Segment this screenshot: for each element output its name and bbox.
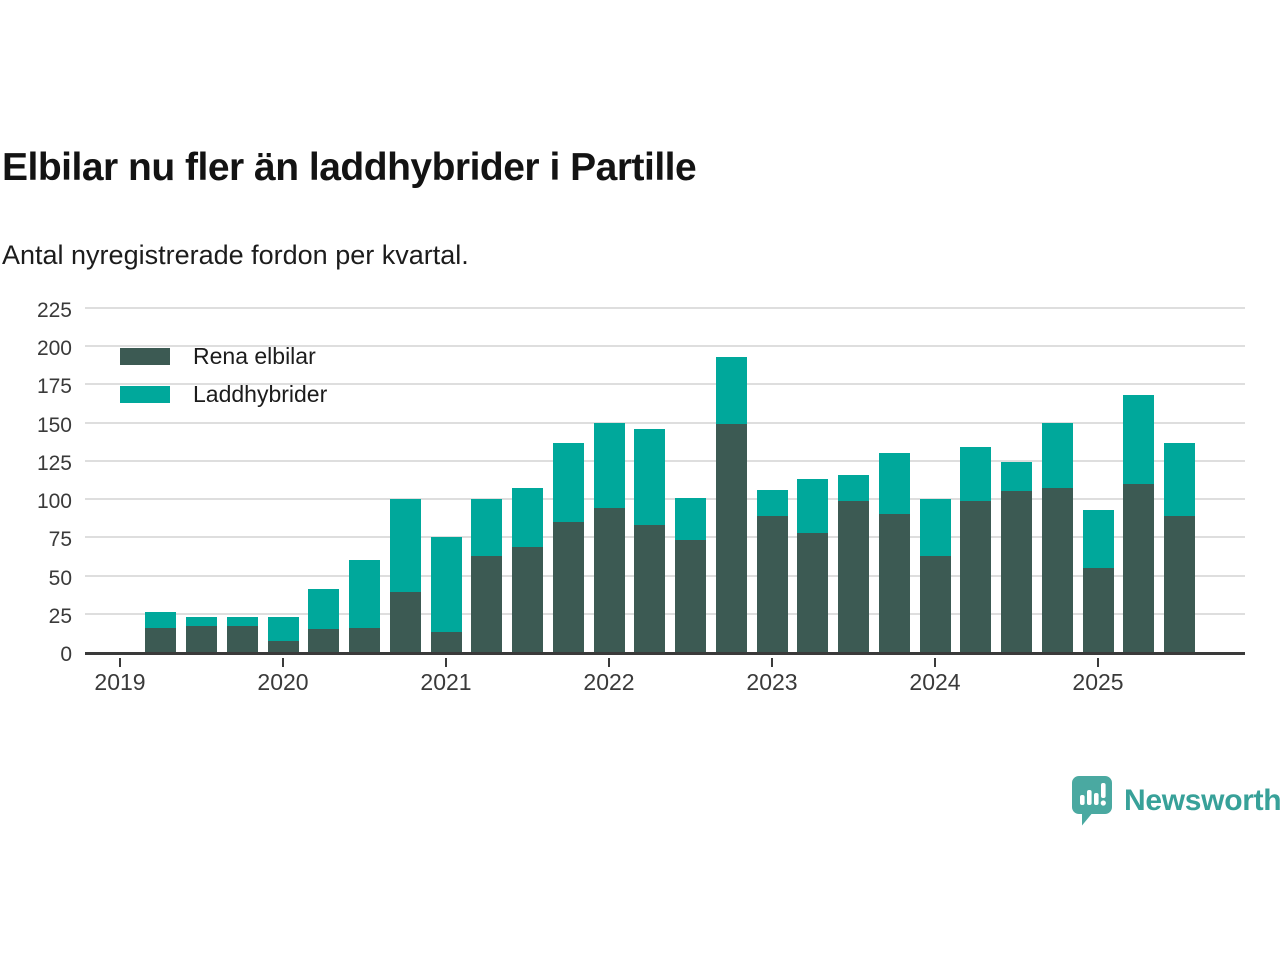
bar-2025-Q2-rena-elbilar (1123, 483, 1155, 652)
bar-2021-Q1-laddhybrider (430, 537, 462, 633)
bar-2022-Q3-rena-elbilar (675, 540, 706, 652)
bar-2024-Q3-laddhybrider (1001, 462, 1032, 492)
bar-2024-Q4-laddhybrider (1041, 422, 1073, 489)
bar-2023-Q2-rena-elbilar (797, 532, 829, 652)
bar-2022-Q1-laddhybrider (593, 422, 625, 509)
bar-2020-Q1-laddhybrider (267, 616, 299, 642)
legend-label-rena-elbilar: Rena elbilar (193, 342, 316, 369)
bar-2019-Q3-laddhybrider (186, 616, 217, 627)
bar-2019-Q2-laddhybrider (145, 612, 177, 628)
y-tick-label-225: 225 (36, 299, 72, 322)
chart-subtitle: Antal nyregistrerade fordon per kvartal. (2, 240, 469, 270)
newsworthy-logo-icon (1072, 776, 1112, 826)
bar-2023-Q3-laddhybrider (838, 474, 869, 501)
bar-2022-Q2-laddhybrider (634, 428, 666, 526)
x-tick-label-2024: 2024 (909, 669, 961, 695)
legend-swatch-rena-elbilar (120, 347, 170, 365)
x-tick-2020 (282, 658, 284, 667)
bar-2023-Q4-rena-elbilar (878, 514, 910, 652)
y-tick-label-175: 175 (36, 375, 72, 399)
legend: Rena elbilar Laddhybrider (120, 337, 327, 413)
bar-2024-Q1-laddhybrider (919, 499, 951, 556)
bar-2023-Q1-rena-elbilar (756, 515, 788, 652)
legend-swatch-laddhybrider (120, 385, 170, 403)
bar-2019-Q4-laddhybrider (226, 616, 258, 627)
bar-2025-Q1-laddhybrider (1082, 509, 1114, 568)
gridline-y-175 (85, 383, 1245, 386)
bar-2022-Q2-rena-elbilar (634, 525, 666, 652)
bar-2022-Q4-rena-elbilar (715, 424, 747, 652)
bar-2024-Q4-rena-elbilar (1041, 488, 1073, 652)
bar-2022-Q1-rena-elbilar (593, 508, 625, 652)
bar-2025-Q3-rena-elbilar (1164, 515, 1195, 652)
x-tick-2023 (771, 658, 773, 667)
bar-2021-Q2-laddhybrider (471, 499, 503, 556)
bar-2020-Q4-rena-elbilar (389, 592, 421, 652)
newsworthy-logo-text: Newsworthy (1124, 784, 1280, 817)
bar-2025-Q1-rena-elbilar (1082, 567, 1114, 652)
bar-2025-Q3-laddhybrider (1164, 442, 1195, 516)
bar-2022-Q4-laddhybrider (715, 356, 747, 425)
y-tick-label-75: 75 (48, 528, 72, 552)
bar-2023-Q2-laddhybrider (797, 479, 829, 533)
bar-2021-Q2-rena-elbilar (471, 555, 503, 652)
bar-2021-Q4-rena-elbilar (552, 522, 584, 652)
bar-2021-Q3-rena-elbilar (512, 546, 543, 652)
x-tick-label-2020: 2020 (257, 669, 309, 695)
gridline-y-200 (85, 345, 1245, 348)
bar-2020-Q2-laddhybrider (308, 589, 340, 630)
x-tick-2021 (445, 658, 447, 667)
y-tick-label-150: 150 (36, 413, 72, 437)
bar-2020-Q4-laddhybrider (389, 499, 421, 593)
bar-2019-Q3-rena-elbilar (186, 626, 217, 652)
y-tick-label-200: 200 (36, 337, 72, 361)
x-tick-label-2025: 2025 (1072, 669, 1124, 695)
bar-2024-Q3-rena-elbilar (1001, 491, 1032, 652)
bar-2020-Q1-rena-elbilar (267, 641, 299, 652)
x-tick-2019 (119, 658, 121, 667)
x-tick-label-2022: 2022 (583, 669, 635, 695)
y-tick-label-100: 100 (36, 490, 72, 514)
legend-item-rena-elbilar: Rena elbilar (120, 337, 327, 375)
y-tick-label-125: 125 (36, 451, 72, 475)
legend-item-laddhybrider: Laddhybrider (120, 375, 327, 413)
x-tick-2025 (1097, 658, 1099, 667)
x-tick-label-2023: 2023 (746, 669, 798, 695)
bar-2021-Q3-laddhybrider (512, 488, 543, 547)
bar-2024-Q1-rena-elbilar (919, 555, 951, 652)
newsworthy-logo: Newsworthy (1070, 774, 1280, 828)
bar-2020-Q3-laddhybrider (349, 560, 380, 628)
y-tick-label-50: 50 (48, 566, 72, 590)
gridline-y-150 (85, 421, 1245, 424)
x-tick-label-2021: 2021 (420, 669, 472, 695)
bar-2019-Q2-rena-elbilar (145, 627, 177, 652)
bar-2025-Q2-laddhybrider (1123, 395, 1155, 484)
bar-2023-Q1-laddhybrider (756, 489, 788, 516)
bar-2021-Q4-laddhybrider (552, 442, 584, 523)
gridline-y-225 (85, 307, 1245, 309)
x-tick-2022 (608, 658, 610, 667)
y-tick-label-25: 25 (48, 604, 72, 628)
legend-label-laddhybrider: Laddhybrider (193, 380, 328, 407)
chart-title: Elbilar nu fler än laddhybrider i Partil… (2, 146, 697, 189)
x-tick-label-2019: 2019 (94, 669, 146, 695)
bar-2024-Q2-laddhybrider (960, 447, 992, 501)
bar-2020-Q2-rena-elbilar (308, 629, 340, 652)
bar-2020-Q3-rena-elbilar (349, 627, 380, 652)
bar-2023-Q4-laddhybrider (878, 453, 910, 515)
bar-2023-Q3-rena-elbilar (838, 500, 869, 652)
plot-area: Rena elbilar Laddhybrider 0 25 50 75 100 125 1… (37, 299, 1245, 695)
y-tick-label-0: 0 (60, 643, 72, 666)
bar-2021-Q1-rena-elbilar (430, 632, 462, 652)
x-tick-2024 (934, 658, 936, 667)
bar-2024-Q2-rena-elbilar (960, 500, 992, 652)
bar-2019-Q4-rena-elbilar (226, 626, 258, 652)
bar-2022-Q3-laddhybrider (675, 497, 706, 541)
